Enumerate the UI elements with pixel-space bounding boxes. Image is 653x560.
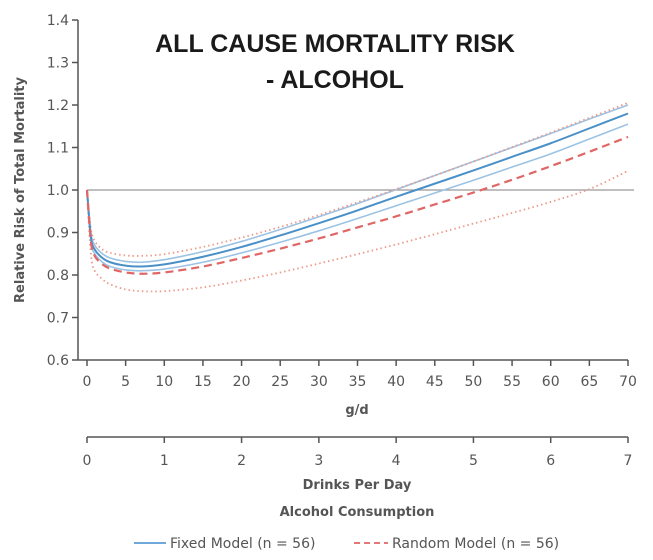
x-tick-label: 30 [310,374,328,390]
x-tick-label: 70 [619,374,637,390]
legend-label-fixed: Fixed Model (n = 56) [170,536,315,552]
chart-title: ALL CAUSE MORTALITY RISK [155,30,515,58]
x-tick-label: 45 [426,374,444,390]
x-tick-label: 55 [503,374,521,390]
x-axis: 0 5 10 15 20 25 30 35 40 45 50 55 60 65 70 [78,359,637,390]
x-tick-label: 65 [580,374,598,390]
chart-subtitle: - ALCOHOL [266,66,404,94]
x-tick-label: 40 [387,374,405,390]
x-tick-label: 25 [271,374,289,390]
x2-tick-label: 6 [546,453,555,469]
x2-axis: 0 1 2 3 4 5 6 7 [83,436,633,469]
series-fixed-model [86,112,629,268]
x-tick-label: 15 [194,374,212,390]
y-tick-label: 0.6 [47,353,69,369]
y-tick-label: 1.1 [47,141,69,157]
legend: Fixed Model (n = 56) Random Model (n = 5… [134,536,559,552]
y-axis-label: Relative Risk of Total Mortality [13,77,28,303]
y-tick-label: 0.9 [47,226,69,242]
x-tick-label: 60 [542,374,560,390]
x-tick-label: 50 [465,374,483,390]
y-axis: 0.6 0.7 0.8 0.9 1.0 1.1 1.2 1.3 1.4 [47,13,79,369]
x2-tick-label: 5 [469,453,478,469]
x2-tick-label: 1 [160,453,169,469]
series-random-model-upper-ci [86,102,629,257]
y-tick-label: 1.2 [47,98,69,114]
x2-tick-label: 4 [392,453,401,469]
x-axis-caption: Alcohol Consumption [280,505,435,520]
x-tick-label: 10 [155,374,173,390]
x2-tick-label: 2 [237,453,246,469]
legend-label-random: Random Model (n = 56) [392,536,559,552]
x2-tick-label: 3 [314,453,323,469]
series-fixed-model-lower-ci [86,123,629,272]
x-tick-label: 35 [349,374,367,390]
x2-tick-label: 7 [624,453,633,469]
series-random-model [85,135,629,275]
y-tick-label: 1.0 [47,183,69,199]
x-tick-label: 20 [233,374,251,390]
y-tick-label: 0.7 [47,311,69,327]
x-tick-label: 5 [121,374,130,390]
plot-area [85,102,634,293]
x-tick-label: 0 [83,374,92,390]
x2-tick-label: 0 [83,453,92,469]
series-fixed-model-upper-ci [86,104,629,264]
y-tick-label: 1.3 [47,56,69,72]
y-tick-label: 1.4 [47,13,69,29]
y-tick-label: 0.8 [47,268,69,284]
x2-axis-label: Drinks Per Day [303,478,412,493]
series-random-model-lower-ci [86,170,629,293]
x-axis-label: g/d [345,403,368,418]
